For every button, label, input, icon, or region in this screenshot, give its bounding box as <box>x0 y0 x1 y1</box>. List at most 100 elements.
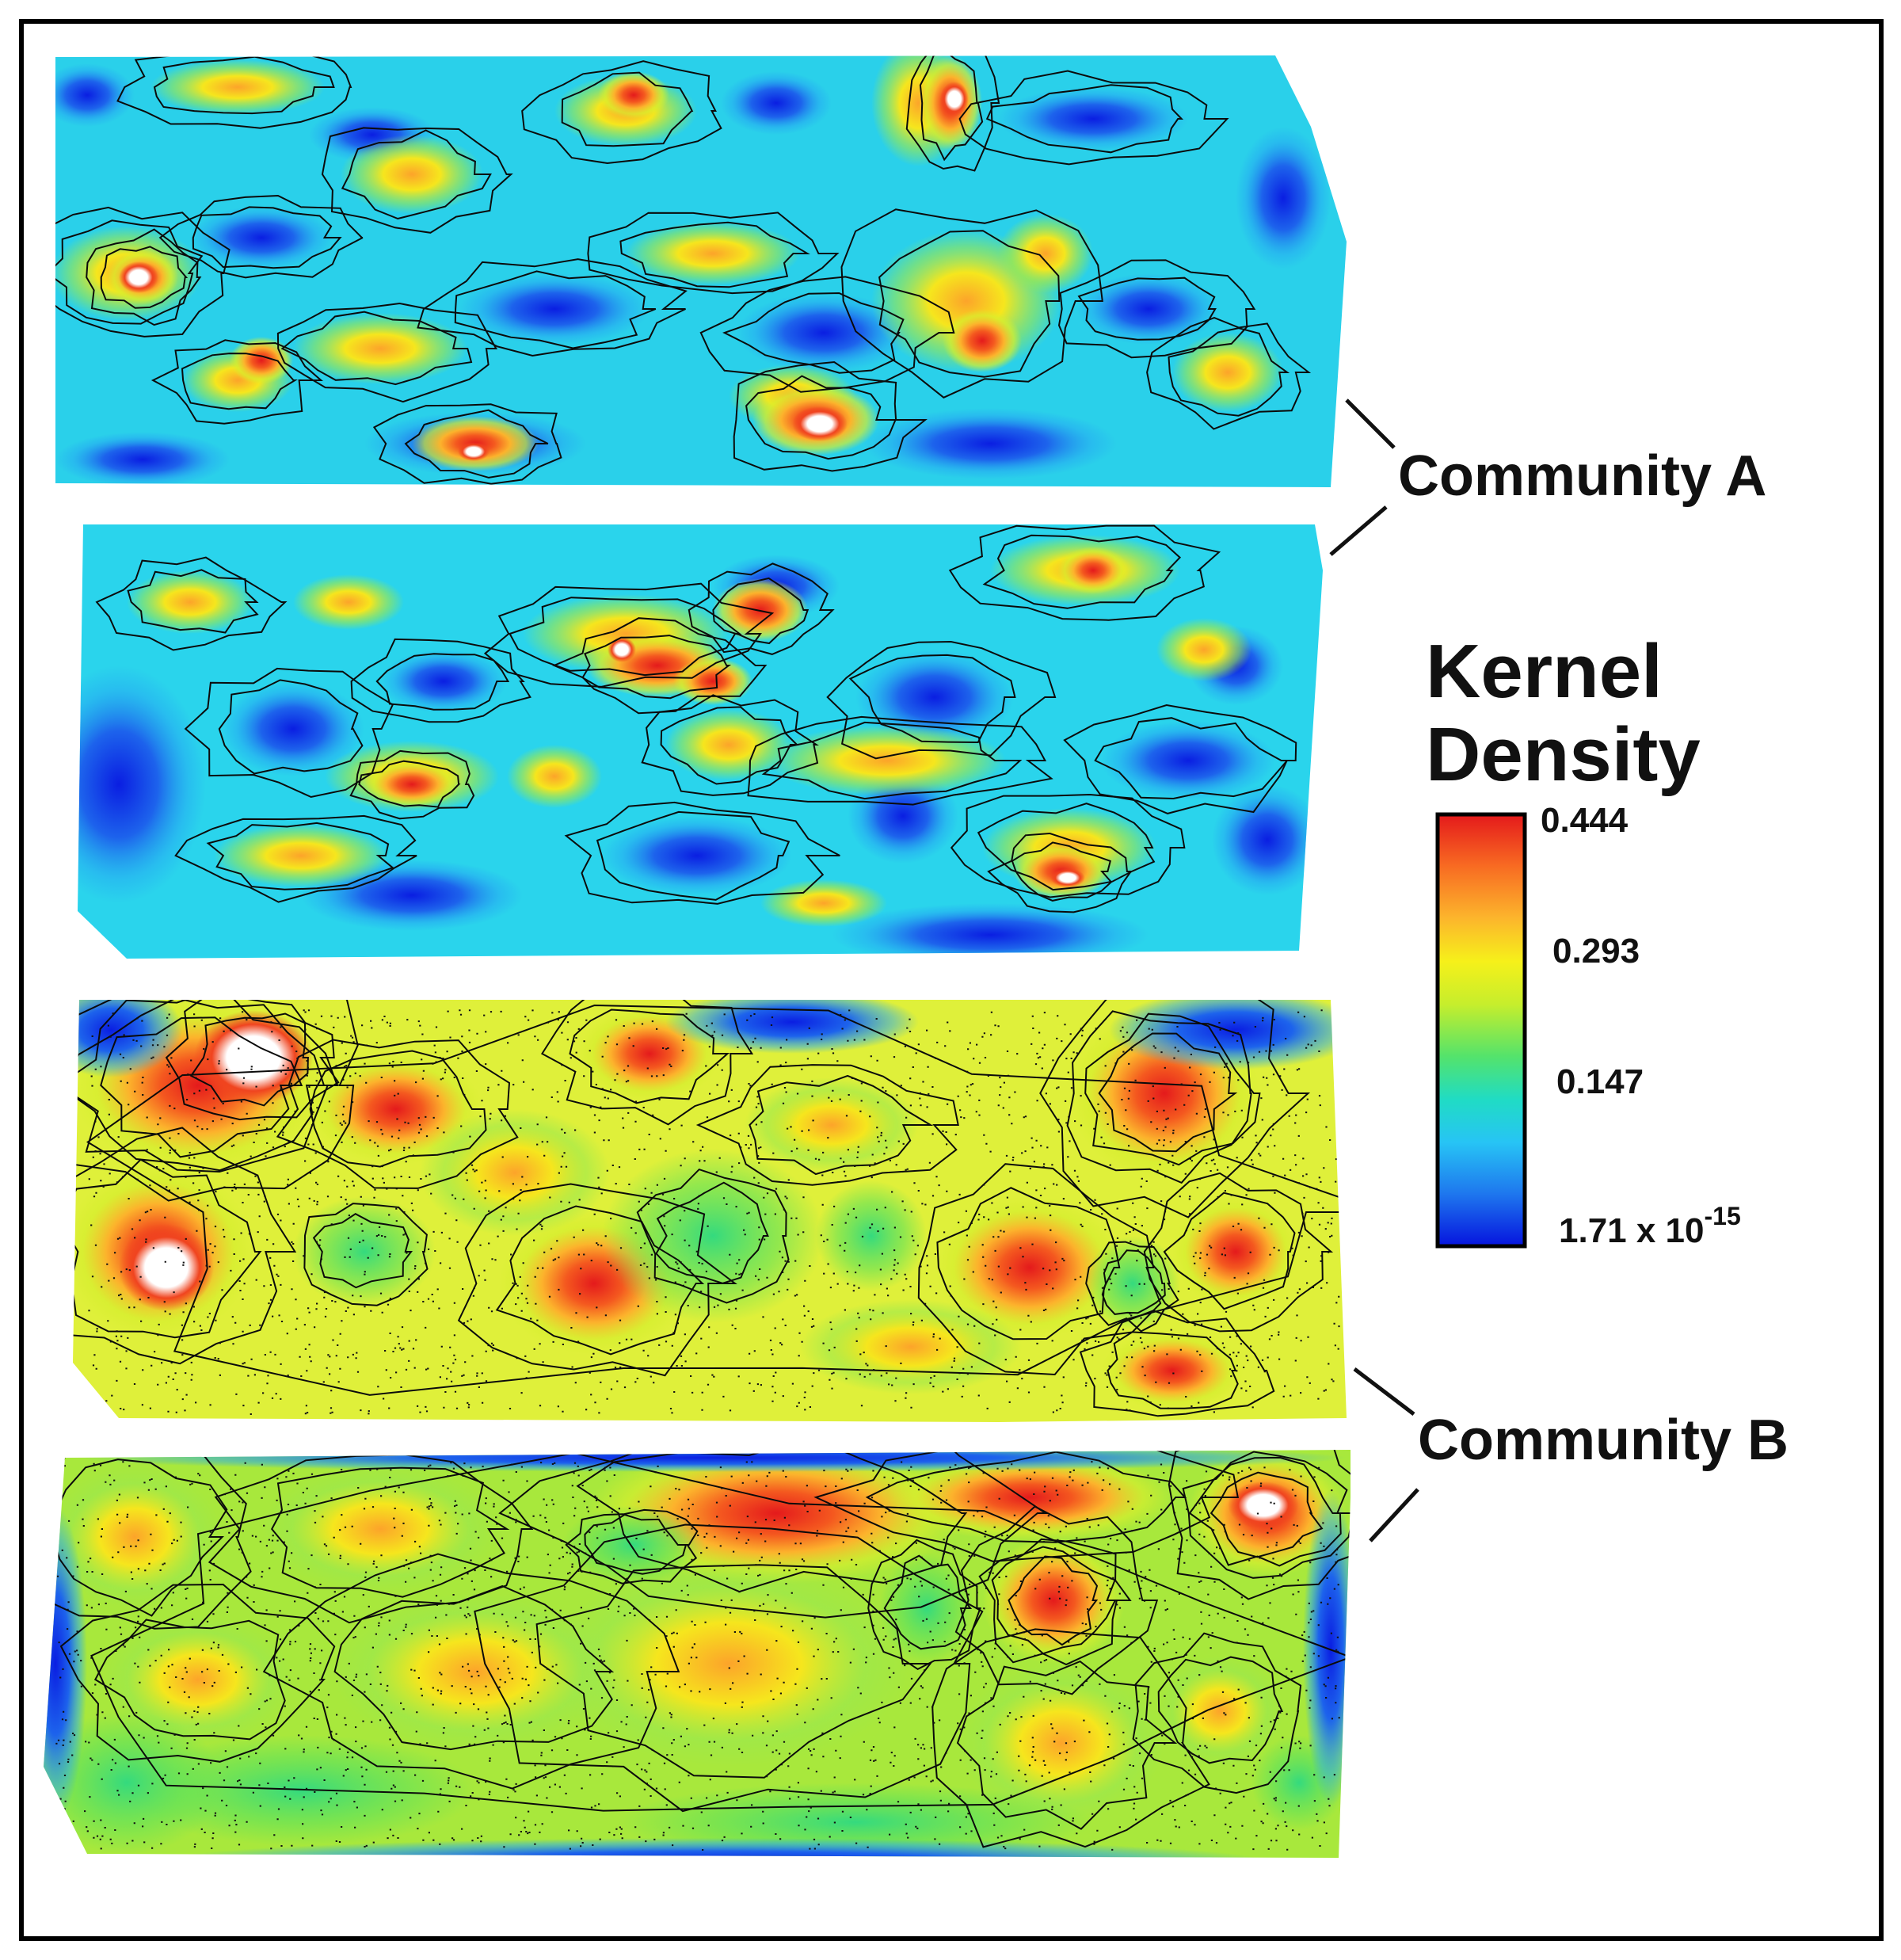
contour-line <box>158 194 364 279</box>
contour-line <box>991 1546 1117 1655</box>
contour-line <box>535 1564 932 1779</box>
legend-title-line1: Kernel <box>1426 629 1663 714</box>
contour-line <box>1084 1012 1261 1166</box>
density-region <box>293 1196 436 1307</box>
density-region <box>1101 721 1275 800</box>
density-region <box>230 337 293 384</box>
contour-line <box>1182 1451 1351 1579</box>
contour-line <box>840 208 1103 398</box>
contour-line <box>483 582 775 688</box>
density-region <box>768 725 1006 796</box>
contour-line <box>474 1523 984 1813</box>
density-region <box>420 1109 610 1236</box>
community-a-leader-lower <box>1329 505 1388 556</box>
density-region <box>547 1561 911 1767</box>
contour-line <box>73 1158 262 1339</box>
density-region <box>745 1077 919 1173</box>
community-a-upper-map <box>55 55 1347 487</box>
contour-line <box>333 1584 615 1751</box>
density-region <box>673 658 752 705</box>
contour-line <box>564 801 840 905</box>
density-region <box>998 87 1188 151</box>
density-peak <box>194 1010 313 1105</box>
contour-line <box>276 302 498 403</box>
contour-line <box>181 353 298 410</box>
contour-line <box>350 638 531 723</box>
contour-line <box>641 694 819 796</box>
contour-line <box>619 221 810 288</box>
density-region <box>832 903 1149 959</box>
community-a-leader-lines <box>1329 398 1396 556</box>
contour-line <box>584 1513 688 1575</box>
legend-tick-min-exponent: -15 <box>1705 1202 1741 1230</box>
contour-line <box>303 1203 429 1306</box>
contour-line <box>987 832 1133 913</box>
community-b-leader-lines <box>1353 1367 1419 1542</box>
contour-line <box>1188 1456 1342 1567</box>
contour-line <box>848 654 1016 744</box>
contour-line <box>1079 1310 1275 1417</box>
density-region <box>1212 784 1323 895</box>
density-region <box>380 650 507 713</box>
density-region <box>998 214 1093 293</box>
contour-line <box>954 1505 1159 1695</box>
contour-line <box>206 822 394 890</box>
contour-line <box>958 70 1229 166</box>
density-region <box>333 1592 618 1751</box>
contour-line <box>1008 1555 1099 1646</box>
community-b-leader-upper <box>1353 1367 1415 1416</box>
community-a-leader-upper <box>1345 398 1396 449</box>
contour-line <box>878 230 1061 378</box>
contour-line <box>745 375 897 460</box>
contour-line <box>1163 1192 1296 1310</box>
contour-line <box>116 55 352 129</box>
legend-color-bar <box>1435 812 1527 1249</box>
contour-line <box>712 577 810 645</box>
contour-line <box>1101 1249 1166 1315</box>
contour-line <box>722 292 905 374</box>
contour-line <box>321 127 513 234</box>
density-region <box>1057 547 1129 594</box>
contour-line <box>100 1016 303 1158</box>
contour-line <box>276 1039 519 1189</box>
contour-line <box>100 246 189 309</box>
legend-tick-lower-mid: 0.147 <box>1556 1062 1644 1101</box>
contour-line <box>174 814 417 903</box>
community-b-leader-lower <box>1369 1488 1419 1542</box>
contour-line <box>417 258 688 357</box>
contour-line <box>192 206 342 269</box>
contour-line <box>1057 259 1256 359</box>
contour-line <box>948 524 1221 621</box>
contour-line <box>1063 704 1297 814</box>
contour-line <box>569 1009 730 1104</box>
contour-line <box>1085 1241 1179 1333</box>
density-region <box>150 59 325 115</box>
contour-line <box>917 1163 1162 1376</box>
contour-line <box>184 667 394 799</box>
contour-line <box>73 1127 297 1365</box>
contour-line <box>404 409 549 479</box>
kernel-density-legend: Kernel Density 0.444 0.293 0.147 1.71 x … <box>1426 629 1741 1250</box>
legend-tick-min: 1.71 x 10-15 <box>1559 1202 1741 1250</box>
contour-line <box>86 1004 1347 1396</box>
density-region <box>887 1454 1172 1541</box>
contour-line <box>454 270 657 349</box>
contour-line <box>561 71 694 147</box>
density-region <box>55 432 230 487</box>
contour-line <box>1168 1450 1351 1600</box>
density-peak <box>940 82 969 116</box>
density-region <box>44 1505 87 1822</box>
density-region <box>665 1000 919 1054</box>
contour-line <box>883 1554 973 1650</box>
contour-line <box>309 1050 487 1168</box>
density-region <box>935 1196 1125 1339</box>
contour-line <box>950 793 1186 898</box>
contour-line <box>867 1539 981 1671</box>
contour-line <box>341 129 492 220</box>
contour-line <box>552 617 768 715</box>
contour-line <box>375 653 510 711</box>
legend-tick-upper-mid: 0.293 <box>1552 932 1640 970</box>
density-peak <box>792 406 848 441</box>
contour-line <box>655 1181 769 1284</box>
